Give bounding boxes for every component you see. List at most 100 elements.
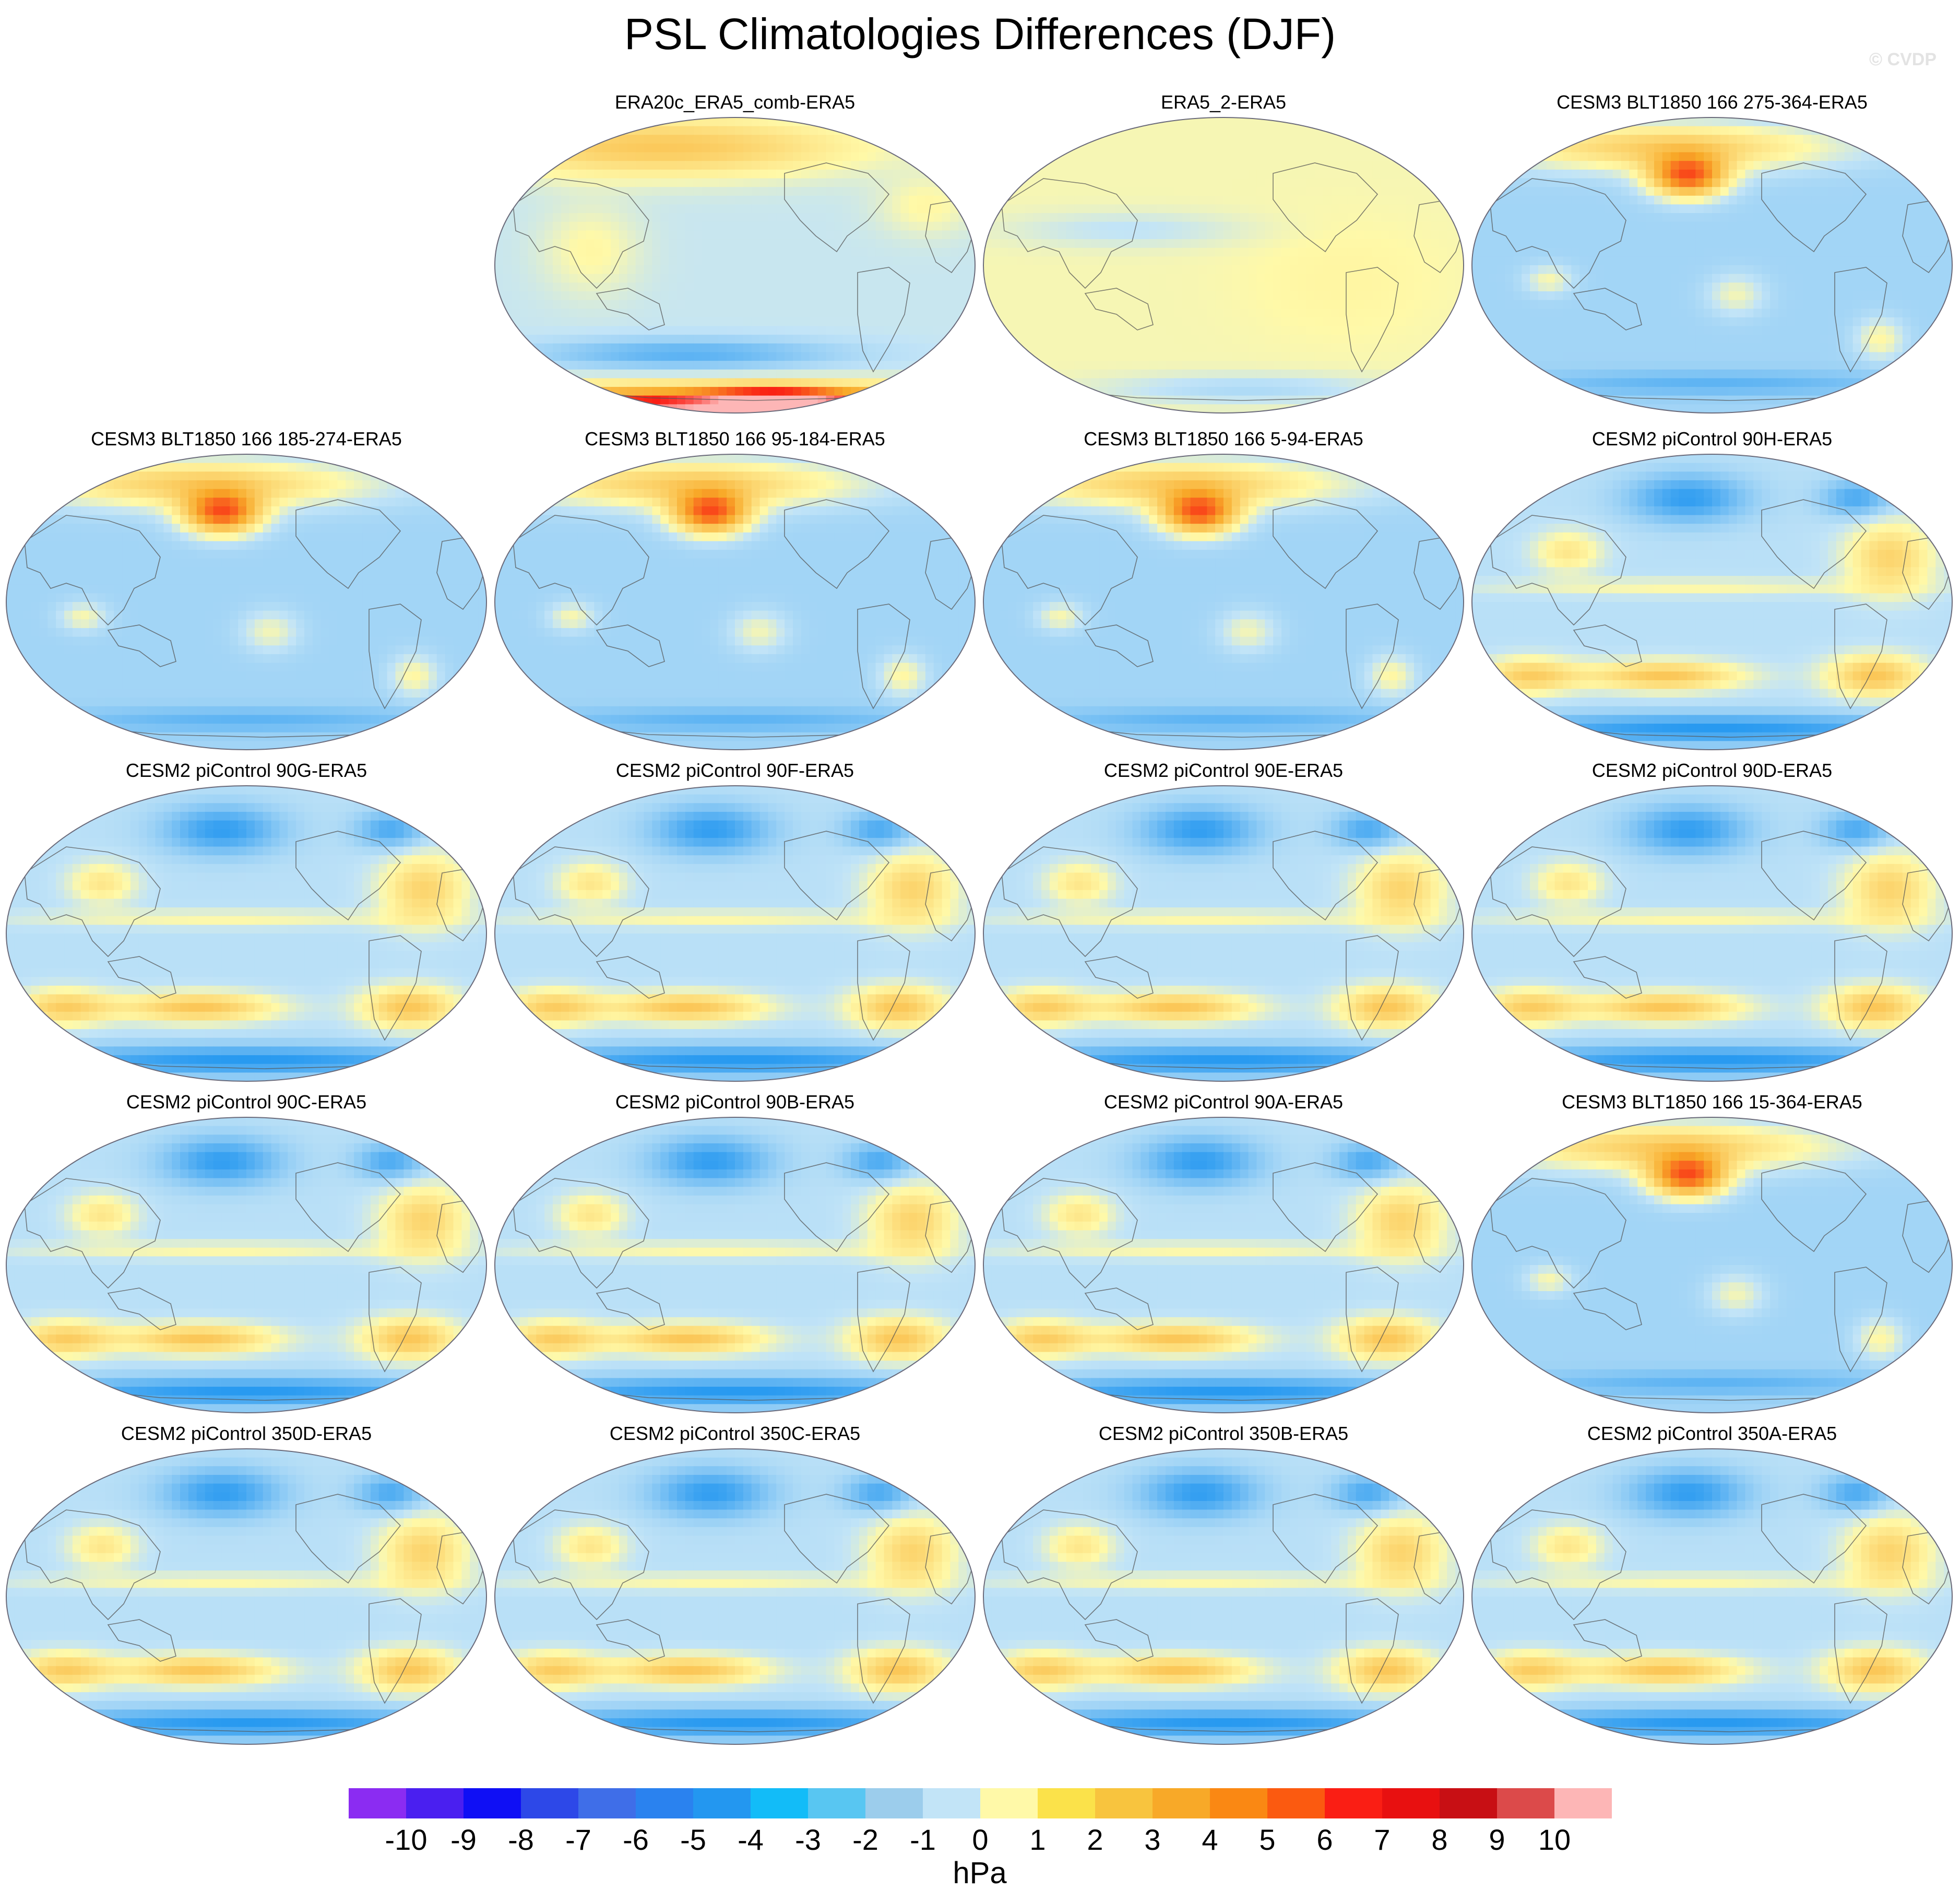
colorbar-swatch — [636, 1788, 694, 1818]
map-panel: CESM2 piControl 350D-ERA5 — [4, 1420, 489, 1746]
globe-map — [494, 785, 976, 1082]
map-panel: ERA5_2-ERA5 — [981, 89, 1466, 415]
map-border — [1471, 117, 1953, 414]
colorbar-swatch — [1267, 1788, 1325, 1818]
colorbar-swatch — [1210, 1788, 1268, 1818]
map-border — [1471, 1117, 1953, 1413]
colorbar-swatch — [406, 1788, 464, 1818]
pressure-field — [495, 1449, 975, 1744]
colorbar-tick-label: 8 — [1408, 1823, 1471, 1857]
colorbar-tick-label: -1 — [892, 1823, 954, 1857]
colorbar-tick-label: -9 — [432, 1823, 495, 1857]
colorbar-swatch — [349, 1788, 407, 1818]
panel-title: CESM3 BLT1850 166 15-364-ERA5 — [1469, 1089, 1955, 1116]
globe-map — [6, 454, 487, 750]
panel-title: CESM2 piControl 350C-ERA5 — [492, 1420, 978, 1447]
panel-title: CESM3 BLT1850 166 275-364-ERA5 — [1469, 89, 1955, 116]
colorbar-tick-label: -7 — [547, 1823, 610, 1857]
pressure-field — [983, 117, 1464, 413]
map-panel: CESM2 piControl 350A-ERA5 — [1469, 1420, 1955, 1746]
pressure-field — [1472, 1449, 1952, 1744]
map-border — [983, 785, 1464, 1082]
map-border — [6, 1117, 487, 1413]
coastlines — [1490, 1494, 1952, 1732]
globe-map — [1471, 1448, 1953, 1745]
map-border — [983, 454, 1464, 750]
map-panel: CESM2 piControl 90F-ERA5 — [492, 757, 978, 1083]
colorbar-tick-label: 10 — [1523, 1823, 1586, 1857]
colorbar-tick-label: 3 — [1121, 1823, 1184, 1857]
colorbar-tick-label: 6 — [1293, 1823, 1356, 1857]
globe-map — [1471, 117, 1953, 414]
map-panel: CESM2 piControl 90D-ERA5 — [1469, 757, 1955, 1083]
colorbar-swatch — [1153, 1788, 1210, 1818]
panel-title: CESM2 piControl 90E-ERA5 — [981, 757, 1466, 784]
globe-map — [6, 1448, 487, 1745]
panel-title: CESM3 BLT1850 166 5-94-ERA5 — [981, 426, 1466, 453]
panel-title: CESM2 piControl 90D-ERA5 — [1469, 757, 1955, 784]
pressure-field — [983, 454, 1464, 750]
colorbar-tick-label: -3 — [777, 1823, 839, 1857]
globe-map — [1471, 785, 1953, 1082]
colorbar-svg — [349, 1788, 1612, 1818]
colorbar-tick-label: 0 — [949, 1823, 1012, 1857]
pressure-field — [495, 454, 975, 750]
pressure-field — [1472, 117, 1952, 413]
map-panel: CESM2 piControl 90H-ERA5 — [1469, 426, 1955, 752]
panel-title: CESM2 piControl 90H-ERA5 — [1469, 426, 1955, 453]
globe-map — [494, 117, 976, 414]
colorbar-tick-label: -5 — [662, 1823, 724, 1857]
map-panel: CESM3 BLT1850 166 185-274-ERA5 — [4, 426, 489, 752]
pressure-field — [983, 1117, 1464, 1413]
map-border — [1471, 1448, 1953, 1745]
globe-map — [983, 454, 1464, 750]
colorbar-swatch — [1038, 1788, 1096, 1818]
pressure-field — [6, 1449, 486, 1744]
pressure-field — [1472, 1117, 1952, 1413]
pressure-field — [6, 1117, 486, 1413]
colorbar-tick-label: -10 — [375, 1823, 437, 1857]
panel-title: CESM2 piControl 350B-ERA5 — [981, 1420, 1466, 1447]
map-panel: CESM2 piControl 350B-ERA5 — [981, 1420, 1466, 1746]
colorbar-tick-label: -8 — [490, 1823, 552, 1857]
colorbar-tick-label: 4 — [1179, 1823, 1241, 1857]
panel-title: CESM2 piControl 350D-ERA5 — [4, 1420, 489, 1447]
colorbar — [349, 1788, 1612, 1818]
map-border — [983, 117, 1464, 414]
pressure-field — [495, 1117, 975, 1413]
colorbar-tick-label: 9 — [1466, 1823, 1528, 1857]
colorbar-swatch — [464, 1788, 521, 1818]
globe-map — [1471, 454, 1953, 750]
colorbar-swatch — [1497, 1788, 1555, 1818]
pressure-field — [983, 1449, 1464, 1744]
colorbar-swatch — [1440, 1788, 1498, 1818]
map-panel: CESM2 piControl 350C-ERA5 — [492, 1420, 978, 1746]
figure-title: PSL Climatologies Differences (DJF) — [0, 8, 1960, 60]
colorbar-swatch — [1382, 1788, 1440, 1818]
pressure-field — [1472, 786, 1952, 1081]
pressure-field — [6, 786, 486, 1081]
panel-title: CESM2 piControl 90G-ERA5 — [4, 757, 489, 784]
colorbar-tick-label: 1 — [1006, 1823, 1069, 1857]
globe-map — [6, 785, 487, 1082]
colorbar-swatch — [1554, 1788, 1612, 1818]
map-panel: ERA20c_ERA5_comb-ERA5 — [492, 89, 978, 415]
colorbar-tick-label: -6 — [604, 1823, 667, 1857]
pressure-field — [495, 786, 975, 1081]
globe-map — [494, 1448, 976, 1745]
coastlines — [513, 1494, 975, 1732]
colorbar-swatch — [1095, 1788, 1153, 1818]
colorbar-tick-label: -4 — [719, 1823, 782, 1857]
map-border — [494, 785, 976, 1082]
globe-map — [983, 117, 1464, 414]
colorbar-units-label: hPa — [875, 1856, 1084, 1891]
colorbar-tick-label: 5 — [1236, 1823, 1299, 1857]
colorbar-swatch — [923, 1788, 981, 1818]
colorbar-swatch — [521, 1788, 579, 1818]
globe-map — [983, 1448, 1464, 1745]
panel-title: CESM2 piControl 350A-ERA5 — [1469, 1420, 1955, 1447]
colorbar-tick-label: 7 — [1351, 1823, 1413, 1857]
map-panel: CESM2 piControl 90E-ERA5 — [981, 757, 1466, 1083]
map-border — [6, 454, 487, 750]
